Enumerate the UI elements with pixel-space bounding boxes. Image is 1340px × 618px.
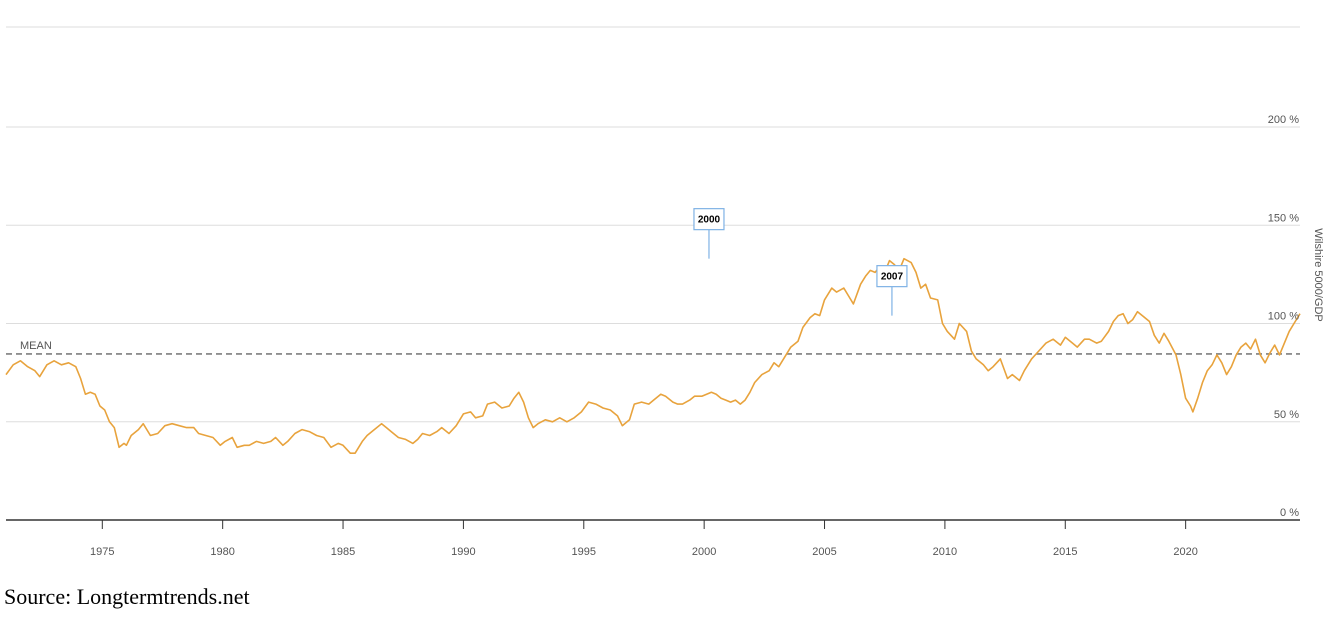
- mean-group: MEAN: [6, 340, 1300, 355]
- source-caption: Source: Longtermtrends.net: [4, 584, 250, 609]
- x-tick-label-2000: 2000: [692, 546, 716, 558]
- y-tick-label-150: 150 %: [1268, 212, 1299, 224]
- annotations: 2000 2007: [693, 208, 908, 316]
- flag-box-2007: [876, 265, 908, 288]
- y-axis-title: Wilshire 5000/GDP: [1312, 228, 1324, 322]
- x-tick-label-1980: 1980: [210, 546, 234, 558]
- x-tick-label-2010: 2010: [933, 546, 957, 558]
- y-tick-label-200: 200 %: [1268, 114, 1299, 126]
- y-tick-label-100: 100 %: [1268, 311, 1299, 323]
- x-tick-label-2005: 2005: [812, 546, 836, 558]
- flag-box-2000: [693, 208, 725, 231]
- x-tick-label-1985: 1985: [331, 546, 355, 558]
- flag-label-2000: 2000: [698, 215, 721, 226]
- x-tick-label-2015: 2015: [1053, 546, 1077, 558]
- y-tick-label-0: 0 %: [1280, 507, 1299, 519]
- gridlines: [6, 26, 1300, 423]
- series-group: [5, 257, 1301, 454]
- y-tick-label-50: 50 %: [1274, 409, 1299, 421]
- x-tick-label-1995: 1995: [572, 546, 596, 558]
- mean-label: MEAN: [20, 340, 52, 352]
- axes: 0 % 50 % 100 % 150 % 200 % Wilshire 5000/GDP 1…: [6, 114, 1324, 558]
- series-line: [5, 257, 1301, 454]
- x-tick-label-2020: 2020: [1173, 546, 1197, 558]
- chart: MEAN 0 % 50 % 100 % 150 % 200 % Wilshire 5000…: [5, 26, 1324, 558]
- flag-label-2007: 2007: [881, 272, 904, 283]
- x-tick-label-1990: 1990: [451, 546, 475, 558]
- x-tick-label-1975: 1975: [90, 546, 114, 558]
